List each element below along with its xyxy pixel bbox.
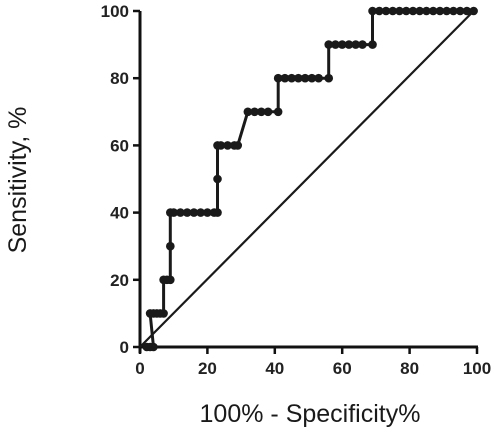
roc-point bbox=[263, 107, 273, 117]
roc-point bbox=[324, 40, 334, 49]
roc-point bbox=[176, 208, 185, 217]
roc-point bbox=[351, 40, 360, 49]
roc-point bbox=[374, 6, 384, 16]
roc-point bbox=[294, 73, 303, 83]
roc-point bbox=[337, 40, 347, 49]
roc-point bbox=[182, 208, 192, 217]
roc-point bbox=[462, 6, 472, 16]
plot-layer: 0 20 40 60 80 100 0 20 40 60 80 100 bbox=[101, 2, 492, 378]
roc-point bbox=[428, 6, 438, 16]
y-axis-title: Sensitivity, % bbox=[4, 107, 32, 254]
roc-point bbox=[449, 6, 458, 16]
roc-point bbox=[280, 73, 290, 83]
roc-point bbox=[415, 6, 425, 16]
roc-point bbox=[401, 6, 411, 16]
y-tick-label: 100 bbox=[101, 2, 129, 21]
roc-point bbox=[469, 6, 478, 16]
x-tick-label: 0 bbox=[135, 359, 144, 378]
roc-point bbox=[442, 6, 451, 16]
x-tick-label: 20 bbox=[198, 359, 217, 378]
roc-point bbox=[166, 275, 175, 285]
roc-point bbox=[257, 107, 266, 117]
roc-point bbox=[368, 6, 377, 16]
roc-point bbox=[422, 6, 431, 16]
roc-point bbox=[435, 6, 445, 16]
roc-point bbox=[189, 208, 199, 217]
y-tick-label: 60 bbox=[110, 136, 129, 155]
y-tick-label: 0 bbox=[120, 338, 129, 357]
roc-point bbox=[213, 174, 222, 184]
roc-point bbox=[243, 107, 253, 117]
roc-point bbox=[344, 40, 354, 49]
roc-point bbox=[455, 6, 465, 16]
roc-point bbox=[287, 73, 296, 83]
roc-point bbox=[300, 73, 310, 83]
x-tick-label: 40 bbox=[265, 359, 284, 378]
y-tick-label: 80 bbox=[110, 69, 129, 88]
roc-point bbox=[388, 6, 398, 16]
reference-line bbox=[139, 10, 475, 348]
roc-point bbox=[216, 141, 226, 150]
roc-point bbox=[233, 141, 243, 150]
roc-point bbox=[250, 107, 259, 117]
roc-point bbox=[408, 6, 418, 16]
roc-point bbox=[196, 208, 205, 217]
roc-point bbox=[159, 309, 168, 318]
roc-point bbox=[203, 208, 212, 217]
x-axis-title: 100% - Specificity% bbox=[200, 400, 421, 428]
roc-point bbox=[368, 40, 377, 49]
roc-point bbox=[166, 241, 175, 251]
roc-point bbox=[358, 40, 367, 49]
roc-point bbox=[331, 40, 340, 49]
x-tick-label: 60 bbox=[333, 359, 352, 378]
roc-point bbox=[324, 73, 334, 83]
x-tick-label: 80 bbox=[400, 359, 419, 378]
roc-point bbox=[395, 6, 404, 16]
roc-point bbox=[149, 342, 158, 352]
y-tick-label: 40 bbox=[110, 204, 129, 223]
y-tick-label: 20 bbox=[110, 271, 129, 290]
x-tick-label: 100 bbox=[463, 359, 491, 378]
roc-point bbox=[307, 73, 317, 83]
roc-point bbox=[213, 208, 222, 217]
roc-point bbox=[169, 208, 178, 217]
roc-point bbox=[381, 6, 391, 16]
roc-point bbox=[273, 107, 283, 117]
roc-point bbox=[273, 73, 283, 83]
roc-point bbox=[314, 73, 323, 83]
roc-point bbox=[223, 141, 232, 150]
